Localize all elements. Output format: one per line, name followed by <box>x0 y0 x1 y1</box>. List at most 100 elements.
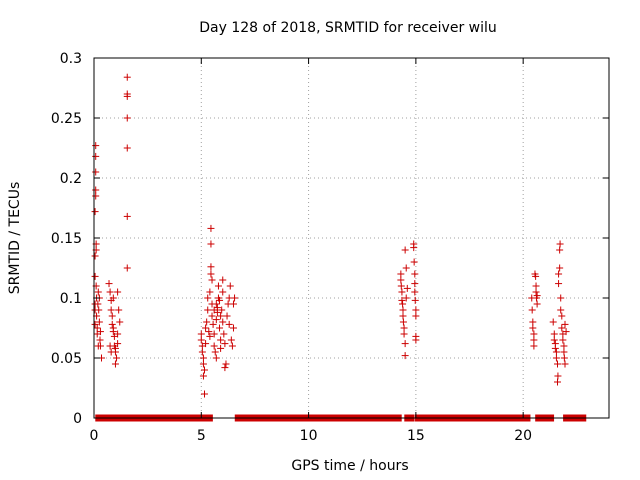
data-point <box>219 276 227 284</box>
y-axis-label: SRMTID / TECUs <box>7 182 23 295</box>
data-point <box>109 294 117 302</box>
data-point <box>212 316 220 324</box>
data-point <box>410 258 418 266</box>
data-point <box>207 224 215 232</box>
data-point <box>562 328 570 336</box>
y-tick-label: 0.1 <box>60 291 82 307</box>
data-point <box>105 280 113 288</box>
data-point <box>91 320 99 328</box>
x-tick-label: 10 <box>300 428 318 444</box>
data-point <box>92 152 100 160</box>
data-point <box>92 142 100 150</box>
x-tick-labels: 0 5 10 15 20 <box>90 428 533 444</box>
data-point <box>397 282 405 290</box>
data-point <box>94 288 102 296</box>
data-point <box>108 320 116 328</box>
data-point <box>533 292 541 300</box>
data-point <box>123 92 131 100</box>
data-point <box>412 306 420 314</box>
data-point <box>208 312 216 320</box>
data-point <box>199 354 207 362</box>
data-point <box>556 240 564 248</box>
data-point <box>557 294 565 302</box>
plot-frame <box>93 57 610 419</box>
y-tick-labels: 0 0.05 0.1 0.15 0.2 0.25 0.3 <box>51 51 82 427</box>
data-point <box>220 330 228 338</box>
data-point <box>123 144 131 152</box>
x-tick-label: 0 <box>90 428 99 444</box>
data-point <box>201 390 209 398</box>
data-point <box>559 336 567 344</box>
data-point <box>222 360 230 368</box>
y-tick-label: 0.05 <box>51 351 82 367</box>
y-tick-label: 0 <box>73 411 82 427</box>
data-point <box>399 300 407 308</box>
data-point <box>229 300 237 308</box>
data-point <box>558 312 566 320</box>
data-point <box>529 324 537 332</box>
data-point <box>551 344 559 352</box>
data-point <box>91 252 99 260</box>
data-point <box>123 212 131 220</box>
data-point <box>403 284 411 292</box>
data-point <box>411 280 419 288</box>
grid-lines <box>94 58 609 418</box>
data-point <box>94 300 102 308</box>
data-point <box>399 312 407 320</box>
data-point <box>207 240 215 248</box>
data-point <box>532 282 540 290</box>
y-tick-label: 0.2 <box>60 171 82 187</box>
data-point <box>558 324 566 332</box>
data-point <box>228 342 236 350</box>
data-point <box>530 342 538 350</box>
data-point <box>93 324 101 332</box>
data-point <box>402 264 410 272</box>
data-point <box>556 246 564 254</box>
data-point <box>216 296 224 304</box>
data-point <box>123 73 131 81</box>
data-point <box>199 372 207 380</box>
data-point <box>412 312 420 320</box>
data-point <box>114 340 122 348</box>
data-point <box>231 294 239 302</box>
data-point <box>219 288 227 296</box>
data-point <box>401 246 409 254</box>
data-point <box>107 348 115 356</box>
chart-title: Day 128 of 2018, SRMTID for receiver wil… <box>199 20 497 36</box>
data-point <box>209 320 217 328</box>
y-tick-label: 0.3 <box>60 51 82 67</box>
y-tick-label: 0.25 <box>51 111 82 127</box>
data-point <box>210 306 218 314</box>
data-point <box>106 342 114 350</box>
x-tick-label: 15 <box>407 428 425 444</box>
x-axis-label: GPS time / hours <box>291 458 408 474</box>
data-point <box>95 318 103 326</box>
y-tick-label: 0.15 <box>51 231 82 247</box>
data-point <box>91 208 99 216</box>
data-point <box>560 342 568 350</box>
data-point <box>201 366 209 374</box>
data-point <box>214 282 222 290</box>
data-point <box>556 264 564 272</box>
data-point <box>197 336 205 344</box>
data-point <box>199 360 207 368</box>
data-point <box>552 348 560 356</box>
data-point <box>217 312 225 320</box>
axis-ticks <box>93 57 609 419</box>
data-point <box>552 354 560 362</box>
data-point <box>206 332 214 340</box>
data-point <box>398 288 406 296</box>
data-point <box>397 276 405 284</box>
data-point <box>114 288 122 296</box>
data-point <box>411 270 419 278</box>
data-point <box>92 186 100 194</box>
data-point <box>561 360 569 368</box>
data-point <box>549 318 557 326</box>
data-point <box>92 168 100 176</box>
data-point <box>400 324 408 332</box>
data-point <box>410 244 418 252</box>
data-point <box>399 306 407 314</box>
data-point <box>554 360 561 368</box>
data-point <box>205 328 213 336</box>
